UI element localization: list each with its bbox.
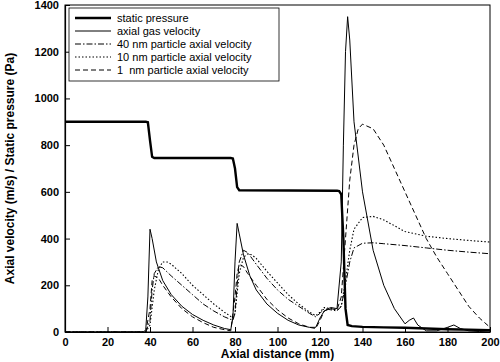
y-tick-mark [65,98,70,99]
y-tick-mark [65,145,70,146]
x-tick-label: 200 [481,336,499,348]
x-tick: 100 [269,327,287,348]
series-line [65,216,490,332]
x-tick-mark [235,327,236,332]
x-tick-label: 20 [102,336,114,348]
legend-label: 10 nm particle axial velocity [117,51,252,63]
x-tick-label: 140 [354,336,372,348]
x-tick-label: 40 [144,336,156,348]
x-tick-label: 60 [187,336,199,348]
y-tick-label: 0 [53,326,59,338]
legend: static pressureaxial gas velocity40 nm p… [69,8,279,81]
y-tick-mark [65,332,70,333]
y-tick: 1400 [35,0,70,11]
y-axis-line [65,6,66,333]
y-tick-label: 1200 [35,46,59,58]
y-tick-label: 800 [41,139,59,151]
x-tick-label: 120 [311,336,329,348]
chart: 0 20 40 60 80 100 120 140 160 180 200 0 200 400 600 800… [0,0,500,362]
x-tick-label: 100 [269,336,287,348]
x-tick-label: 160 [396,336,414,348]
y-tick: 400 [41,233,70,245]
y-axis: 0 200 400 600 800 1000 1200 1400 [35,0,70,338]
y-tick-mark [65,239,70,240]
x-tick: 140 [354,327,372,348]
y-tick-mark [65,192,70,193]
legend-label: static pressure [117,12,189,24]
x-tick: 160 [396,327,414,348]
x-tick-label: 180 [439,336,457,348]
legend-box [69,8,279,81]
legend-label: axial gas velocity [117,25,201,37]
series-line [65,243,490,332]
x-axis-title: Axial distance (mm) [221,347,334,361]
legend-swatch [75,44,111,45]
legend-swatch [75,31,111,32]
plot: 0 20 40 60 80 100 120 140 160 180 200 0 200 400 600 800… [35,0,500,348]
x-tick: 20 [102,327,114,348]
legend-swatch [75,70,111,71]
y-tick-mark [65,5,70,6]
legend-label: 40 nm particle axial velocity [117,38,252,50]
x-tick-label: 0 [62,336,68,348]
y-tick: 600 [41,186,70,198]
x-tick: 120 [311,327,329,348]
x-tick-mark [490,327,491,332]
y-tick-label: 600 [41,186,59,198]
y-tick-label: 1400 [35,0,59,11]
x-tick-label: 80 [229,336,241,348]
x-tick: 60 [187,327,199,348]
x-tick-mark [193,327,194,332]
x-axis: 0 20 40 60 80 100 120 140 160 180 200 [62,327,499,348]
series-line [65,124,490,332]
y-tick-label: 1000 [35,92,59,104]
y-tick: 800 [41,139,70,151]
legend-label: 1 nm particle axial velocity [117,64,249,76]
y-tick: 0 [53,326,70,338]
y-tick-label: 200 [41,279,59,291]
legend-swatch [75,17,111,19]
plot-frame [65,5,490,332]
y-tick-mark [65,285,70,286]
x-axis-line [66,332,491,333]
y-tick: 200 [41,279,70,291]
y-tick: 1000 [35,92,70,104]
series-line [65,122,490,330]
x-tick-mark [108,327,109,332]
y-tick: 1200 [35,46,70,58]
x-tick-mark [150,327,151,332]
y-tick-label: 400 [41,233,59,245]
x-tick-mark [320,327,321,332]
x-tick-mark [278,327,279,332]
y-axis-title: Axial velocity (m/s) / Static pressure (… [3,53,17,284]
legend-swatch [75,56,111,57]
